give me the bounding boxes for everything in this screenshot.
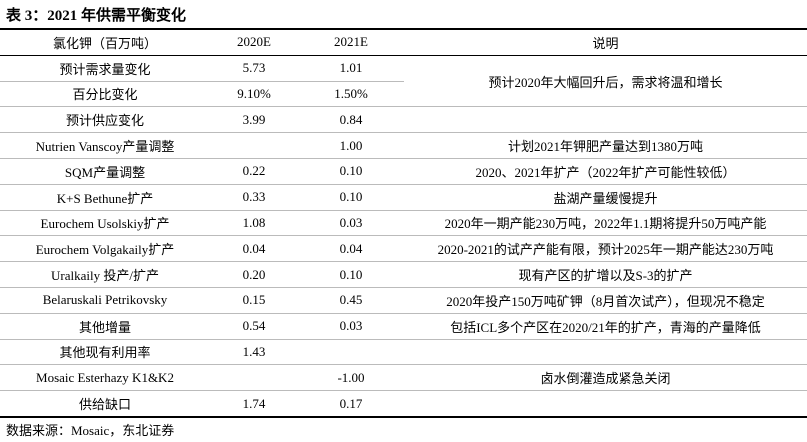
note-cell [404, 339, 807, 366]
cell: 1.74 [210, 390, 298, 418]
note-cell: 计划2021年钾肥产量达到1380万吨 [404, 132, 807, 159]
table-row: Nutrien Vanscoy产量调整 1.00 计划2021年钾肥产量达到1380… [0, 132, 807, 159]
cell: 5.73 [210, 55, 298, 82]
table-row: 预计需求量变化 5.73 1.01 预计2020年大幅回升后，需求将温和增长 [0, 55, 807, 108]
note-cell: 2020、2021年扩产（2022年扩产可能性较低） [404, 158, 807, 185]
cell: Eurochem Usolskiy扩产 [0, 210, 210, 237]
cell: 0.84 [298, 106, 404, 134]
note-cell [404, 106, 807, 134]
header-cell: 2021E [298, 27, 404, 56]
note-cell: 卤水倒灌造成紧急关闭 [404, 364, 807, 392]
cell [210, 132, 298, 159]
table-row: SQM产量调整 0.22 0.10 2020、2021年扩产（2022年扩产可能性较低… [0, 158, 807, 185]
table-row: 其他增量 0.54 0.03 包括ICL多个产区在2020/21年的扩产，青海的产量降… [0, 313, 807, 340]
table-row: Eurochem Volgakaily扩产 0.04 0.04 2020-2021的试… [0, 235, 807, 263]
cell: 百分比变化 [0, 81, 210, 108]
cell: 0.10 [298, 158, 404, 185]
cell: Nutrien Vanscoy产量调整 [0, 132, 210, 159]
cell: 0.33 [210, 184, 298, 211]
cell [210, 364, 298, 392]
table-title: 表 3：2021 年供需平衡变化 [6, 8, 187, 24]
cell: 1.01 [298, 55, 404, 82]
cell: 0.22 [210, 158, 298, 185]
source-note: 数据来源：Mosaic，东北证券 [6, 423, 175, 438]
header-cell: 氯化钾（百万吨） [0, 27, 210, 56]
cell: 0.03 [298, 210, 404, 237]
table-row: Uralkaily 投产/扩产 0.20 0.10 现有产区的扩增以及S-3的扩产 [0, 261, 807, 288]
header-row: 氯化钾（百万吨） 2020E 2021E 说明 [0, 27, 807, 56]
cell: 0.10 [298, 184, 404, 211]
table-row: Mosaic Esterhazy K1&K2 -1.00 卤水倒灌造成紧急关闭 [0, 364, 807, 392]
cell: 0.20 [210, 261, 298, 288]
cell: 0.04 [298, 235, 404, 263]
cell: K+S Bethune扩产 [0, 184, 210, 211]
cell: 1.43 [210, 339, 298, 366]
cell: Eurochem Volgakaily扩产 [0, 235, 210, 263]
cell: 0.04 [210, 235, 298, 263]
table-row: 百分比变化 9.10% 1.50% [0, 81, 807, 108]
note-cell: 预计2020年大幅回升后，需求将温和增长 [404, 55, 807, 108]
table-row: K+S Bethune扩产 0.33 0.10 盐湖产量缓慢提升 [0, 184, 807, 211]
cell: SQM产量调整 [0, 158, 210, 185]
table-row: 供给缺口 1.74 0.17 [0, 390, 807, 418]
note-cell [404, 390, 807, 418]
cell [298, 339, 404, 366]
cell: -1.00 [298, 364, 404, 392]
cell: 0.45 [298, 287, 404, 314]
cell: 1.08 [210, 210, 298, 237]
note-cell: 2020年投产150万吨矿钾（8月首次试产），但现况不稳定 [404, 287, 807, 314]
note-cell: 包括ICL多个产区在2020/21年的扩产，青海的产量降低 [404, 313, 807, 340]
table-row: Eurochem Usolskiy扩产 1.08 0.03 2020年一期产能230万… [0, 210, 807, 237]
cell: 预计需求量变化 [0, 55, 210, 82]
table-row: 其他现有利用率 1.43 [0, 339, 807, 366]
header-cell: 说明 [404, 27, 807, 56]
cell: 0.10 [298, 261, 404, 288]
cell: 1.50% [298, 81, 404, 108]
note-cell: 2020年一期产能230万吨，2022年1.1期将提升50万吨产能 [404, 210, 807, 237]
table-row: Belaruskali Petrikovsky 0.15 0.45 2020年投产15… [0, 287, 807, 314]
cell: 3.99 [210, 106, 298, 134]
header-cell: 2020E [210, 27, 298, 56]
note-cell: 2020-2021的试产产能有限，预计2025年一期产能达230万吨 [404, 235, 807, 263]
cell: Mosaic Esterhazy K1&K2 [0, 364, 210, 392]
cell: 供给缺口 [0, 390, 210, 418]
cell: Uralkaily 投产/扩产 [0, 261, 210, 288]
cell: 0.17 [298, 390, 404, 418]
cell: 9.10% [210, 81, 298, 108]
cell: Belaruskali Petrikovsky [0, 287, 210, 314]
cell: 1.00 [298, 132, 404, 159]
note-cell: 现有产区的扩增以及S-3的扩产 [404, 261, 807, 288]
cell: 预计供应变化 [0, 106, 210, 134]
table: 氯化钾（百万吨） 2020E 2021E 说明 预计需求量变化 5.73 1.01 预计202… [0, 27, 807, 418]
note-cell: 盐湖产量缓慢提升 [404, 184, 807, 211]
cell: 其他增量 [0, 313, 210, 340]
cell: 0.03 [298, 313, 404, 340]
cell: 0.54 [210, 313, 298, 340]
table-row: 预计供应变化 3.99 0.84 [0, 106, 807, 134]
cell: 其他现有利用率 [0, 339, 210, 366]
cell: 0.15 [210, 287, 298, 314]
